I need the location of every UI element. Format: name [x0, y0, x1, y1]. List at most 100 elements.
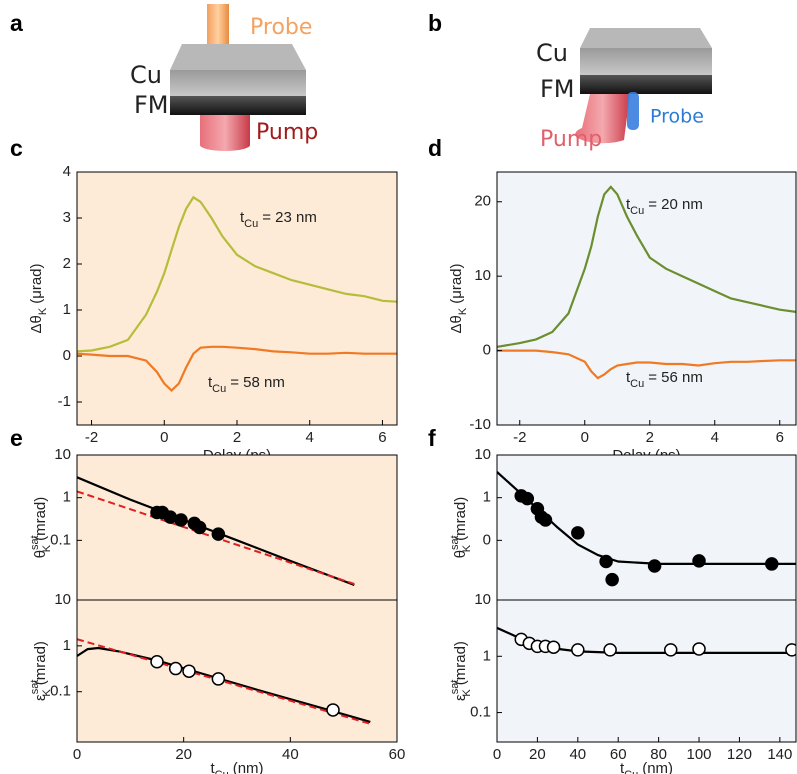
y-tick-label: 10 — [54, 591, 71, 608]
y-tick-label: 4 — [63, 163, 71, 180]
panel-label: c — [10, 135, 23, 161]
x-axis-label-base: t — [210, 760, 215, 774]
plot-area — [497, 471, 796, 587]
y-axis-label: εsatK (mrad) — [449, 641, 473, 701]
x-tick-label: 20 — [529, 746, 546, 763]
y-tick-label: 20 — [474, 193, 491, 210]
series-line — [497, 185, 796, 348]
y-axis-label-sub: K — [461, 544, 473, 552]
annotation-sub: Cu — [630, 205, 644, 217]
data-point — [692, 642, 706, 656]
pump-beam — [200, 115, 250, 151]
x-tick-label: 60 — [389, 746, 406, 763]
x-tick-label: 0 — [581, 429, 589, 446]
fm-label: FM — [540, 75, 575, 103]
series-line — [77, 195, 397, 353]
x-tick-label: 0 — [493, 746, 501, 763]
x-tick-label: 0 — [73, 746, 81, 763]
x-tick-label: 100 — [687, 746, 712, 763]
diagram-a: Probe Cu FM Pump — [130, 4, 318, 151]
series-line — [497, 349, 796, 380]
probe-beam — [627, 92, 639, 130]
data-point — [785, 643, 796, 657]
x-tick-label: 140 — [767, 746, 792, 763]
annotation-unit: = 58 nm — [230, 374, 285, 391]
x-axis-label-sub: Cu — [215, 769, 229, 774]
x-tick-label: -2 — [513, 429, 526, 446]
x-axis-label-unit: (nm) — [233, 760, 264, 774]
plot-frame — [496, 599, 797, 743]
data-point — [663, 643, 678, 657]
pump-beam — [575, 94, 630, 144]
y-axis-label-base: ε — [32, 694, 49, 701]
plot-background — [497, 455, 796, 600]
pump-label: Pump — [540, 127, 602, 152]
y-tick-label: 1 — [63, 489, 71, 506]
x-tick-label: 4 — [306, 429, 314, 446]
panel-label: e — [10, 425, 23, 451]
y-axis-label-sub: K — [457, 307, 469, 315]
series-line — [77, 345, 397, 393]
x-tick-label: 40 — [282, 746, 299, 763]
y-tick-label: 0.1 — [50, 683, 71, 700]
y-axis-label-sup: sat — [29, 535, 41, 550]
annotation-sub: Cu — [212, 383, 226, 395]
y-axis-label-sub: K — [461, 689, 473, 697]
plot-area — [77, 638, 371, 725]
annotation: tCu = 58 nm — [208, 374, 285, 395]
x-tick-label: -2 — [85, 429, 98, 446]
y-tick-label: 0 — [483, 531, 491, 548]
data-point — [192, 520, 207, 535]
data-point — [538, 513, 553, 527]
plot-background — [77, 600, 397, 742]
x-tick-label: 0 — [160, 429, 168, 446]
fm-layer — [170, 96, 306, 115]
x-tick-label: 2 — [646, 429, 654, 446]
panel-label: d — [428, 135, 442, 161]
data-point — [326, 703, 340, 717]
plot-area — [77, 476, 355, 587]
x-tick-label: 6 — [776, 429, 784, 446]
y-tick-label: 3 — [63, 209, 71, 226]
data-point — [765, 557, 779, 571]
y-axis-label-unit: (mrad) — [452, 497, 469, 541]
pump-label: Pump — [256, 120, 318, 145]
y-tick-label: 1 — [63, 301, 71, 318]
y-axis-label: ΔθK (μrad) — [28, 263, 49, 333]
x-axis-label: tCu (nm) — [210, 760, 263, 774]
y-axis-label-sup: sat — [449, 680, 461, 695]
y-axis-label: εsatK (mrad) — [29, 641, 53, 701]
plot-area — [77, 195, 397, 393]
plot-frame — [496, 171, 797, 426]
x-axis-label-sub: Cu — [624, 769, 638, 774]
annotation-base: t — [208, 374, 213, 391]
y-tick-label: 10 — [474, 267, 491, 284]
plot-background — [77, 172, 397, 425]
x-tick-label: 60 — [610, 746, 627, 763]
cu-top — [170, 44, 306, 70]
x-tick-label: 4 — [711, 429, 719, 446]
y-tick-label: -10 — [469, 416, 491, 433]
x-tick-label: 120 — [727, 746, 752, 763]
data-point — [546, 640, 561, 654]
annotation-base: t — [626, 196, 631, 213]
y-tick-label: 1 — [63, 637, 71, 654]
y-tick-label: 0 — [63, 347, 71, 364]
y-axis-label-base: θ — [32, 550, 49, 558]
fm-label: FM — [134, 91, 169, 119]
cu-label: Cu — [130, 61, 162, 89]
probe-label: Probe — [650, 106, 704, 128]
annotation-unit: = 56 nm — [648, 369, 703, 386]
probe-label: Probe — [250, 15, 312, 40]
annotation-unit: = 23 nm — [262, 209, 317, 226]
annotation: tCu = 23 nm — [240, 209, 317, 230]
y-axis-label-unit: (mrad) — [32, 497, 49, 541]
annotation: tCu = 56 nm — [626, 369, 703, 390]
cu-label: Cu — [536, 39, 568, 67]
y-tick-label: 1 — [483, 489, 491, 506]
y-tick-label: 2 — [63, 255, 71, 272]
data-point — [692, 554, 706, 568]
data-point — [174, 513, 188, 527]
